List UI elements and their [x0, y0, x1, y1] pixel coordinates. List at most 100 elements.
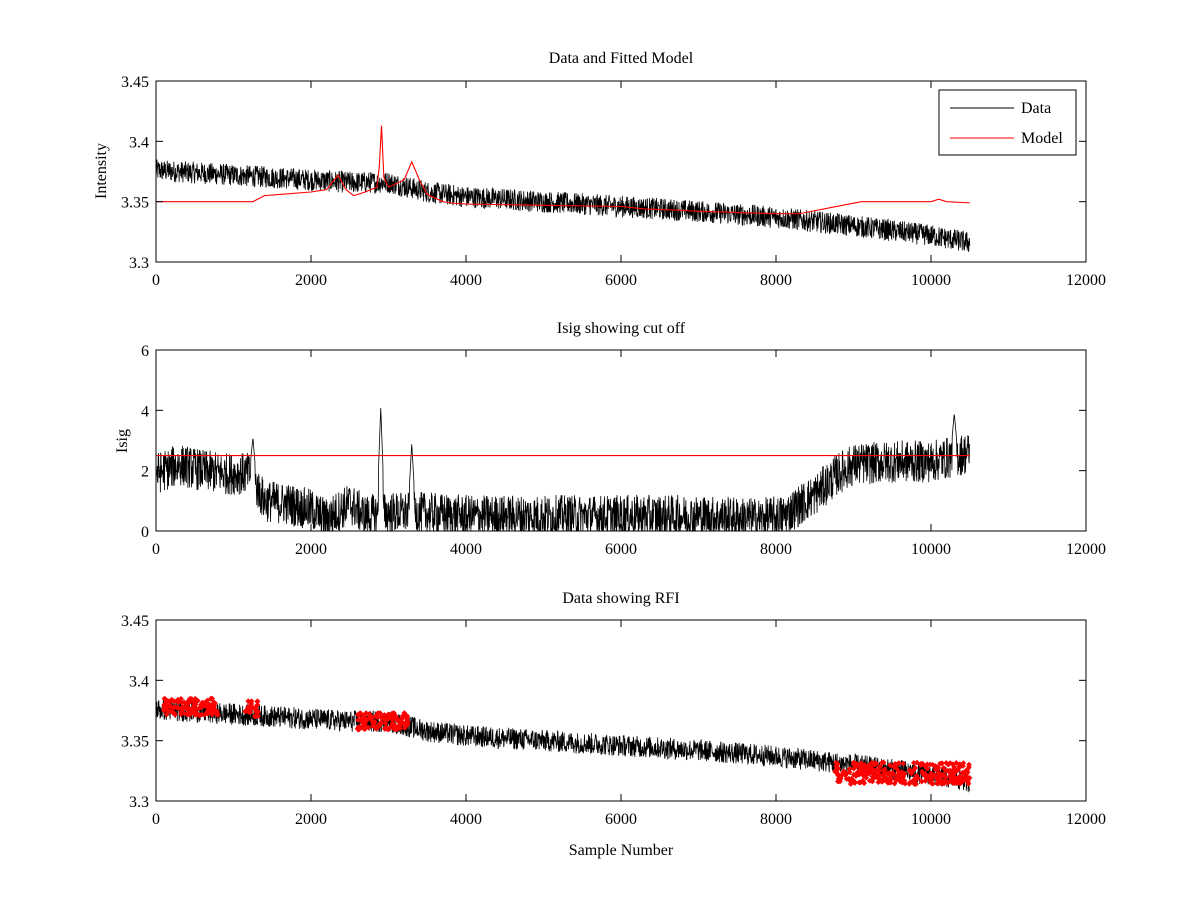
y-tick-label: 4: [141, 403, 149, 420]
series-line-isig: [155, 408, 971, 533]
rfi-marker: [192, 695, 199, 702]
rfi-marker: [889, 769, 896, 776]
plot-area: [155, 125, 971, 252]
y-tick-label: 3.45: [121, 74, 149, 91]
y-tick-label: 3.4: [129, 134, 149, 151]
rfi-marker: [920, 761, 927, 768]
rfi-marker-segment-4: [831, 759, 973, 788]
rfi-marker: [402, 722, 409, 729]
y-tick-label: 6: [141, 343, 149, 360]
rfi-marker: [944, 779, 951, 786]
rfi-marker: [213, 709, 220, 716]
rfi-marker: [255, 713, 261, 720]
rfi-marker: [922, 772, 929, 778]
rfi-marker: [865, 770, 872, 777]
rfi-marker: [965, 761, 972, 768]
rfi-marker: [384, 716, 391, 723]
rfi-marker: [198, 711, 205, 718]
x-tick-label: 4000: [450, 811, 482, 828]
rfi-marker: [957, 774, 964, 781]
rfi-marker: [951, 777, 958, 784]
rfi-marker: [956, 763, 962, 770]
rfi-marker: [370, 723, 377, 729]
rfi-marker: [356, 710, 363, 717]
rfi-marker: [204, 697, 211, 704]
rfi-marker: [254, 698, 261, 705]
rfi-marker: [252, 704, 259, 711]
rfi-marker: [179, 704, 186, 711]
rfi-marker: [212, 700, 218, 706]
rfi-marker: [861, 780, 868, 787]
rfi-marker: [191, 702, 198, 709]
rfi-marker: [836, 774, 843, 781]
rfi-marker: [960, 760, 967, 767]
rfi-marker: [847, 781, 854, 787]
x-tick-label: 10000: [911, 272, 951, 289]
rfi-marker: [863, 774, 870, 781]
x-tick-label: 2000: [295, 811, 327, 828]
rfi-marker: [928, 770, 935, 777]
rfi-marker: [964, 769, 971, 776]
rfi-marker: [935, 769, 942, 776]
rfi-marker: [354, 725, 361, 732]
rfi-marker: [398, 715, 405, 722]
rfi-marker: [190, 706, 197, 713]
x-tick-label: 12000: [1066, 541, 1106, 558]
plot-area: [155, 695, 973, 793]
rfi-marker: [355, 717, 362, 724]
rfi-marker: [361, 721, 368, 728]
x-tick-label: 0: [152, 272, 160, 289]
rfi-marker: [206, 706, 213, 713]
rfi-marker: [846, 776, 853, 782]
rfi-marker: [251, 713, 258, 720]
rfi-marker: [853, 773, 859, 779]
rfi-marker: [923, 775, 930, 782]
rfi-marker: [164, 703, 171, 710]
rfi-marker: [895, 771, 902, 777]
rfi-marker: [940, 771, 947, 778]
rfi-marker: [381, 711, 388, 718]
y-tick-label: 0: [141, 524, 149, 541]
chart-panel-data-rfi: Data showing RFI Sample Number 0 2000 4000…: [121, 590, 1106, 859]
rfi-marker: [392, 713, 399, 720]
rfi-marker: [367, 712, 374, 719]
x-tick-label: 8000: [760, 811, 792, 828]
x-tick-label: 10000: [911, 541, 951, 558]
series-line-data: [155, 159, 971, 252]
y-axis-label: Intensity: [93, 143, 110, 199]
rfi-marker: [245, 698, 252, 705]
x-tick-label: 6000: [605, 541, 637, 558]
rfi-marker: [390, 723, 396, 730]
rfi-marker: [856, 763, 863, 770]
y-tick-label: 3.4: [129, 673, 149, 690]
rfi-marker: [365, 724, 372, 731]
legend-label-data: Data: [1021, 100, 1051, 117]
rfi-marker: [936, 778, 943, 785]
rfi-marker: [913, 759, 920, 766]
rfi-marker: [875, 779, 882, 786]
x-tick-label: 4000: [450, 541, 482, 558]
rfi-marker: [371, 718, 378, 725]
rfi-marker-segment-1: [161, 695, 221, 719]
x-tick-label: 12000: [1066, 811, 1106, 828]
rfi-marker: [833, 763, 840, 770]
rfi-marker: [949, 772, 956, 779]
rfi-marker: [910, 759, 917, 766]
rfi-marker: [940, 765, 947, 771]
rfi-marker: [385, 711, 392, 718]
rfi-marker: [166, 698, 173, 705]
rfi-marker: [173, 704, 180, 711]
rfi-marker: [873, 771, 880, 777]
rfi-marker: [927, 761, 933, 768]
rfi-marker: [163, 711, 170, 718]
rfi-marker: [871, 760, 878, 767]
rfi-marker: [864, 765, 871, 772]
rfi-marker: [909, 778, 916, 785]
rfi-marker: [374, 712, 380, 719]
chart-panel-isig-cutoff: Isig showing cut off Isig 0 2000 4000 6000 8…: [114, 320, 1106, 558]
chart-panel-data-fitted-model: Data and Fitted Model Intensity 0 2000 400…: [93, 50, 1106, 289]
rfi-marker: [396, 722, 403, 729]
rfi-marker: [245, 704, 251, 710]
rfi-marker: [900, 760, 907, 767]
rfi-marker: [377, 710, 384, 717]
